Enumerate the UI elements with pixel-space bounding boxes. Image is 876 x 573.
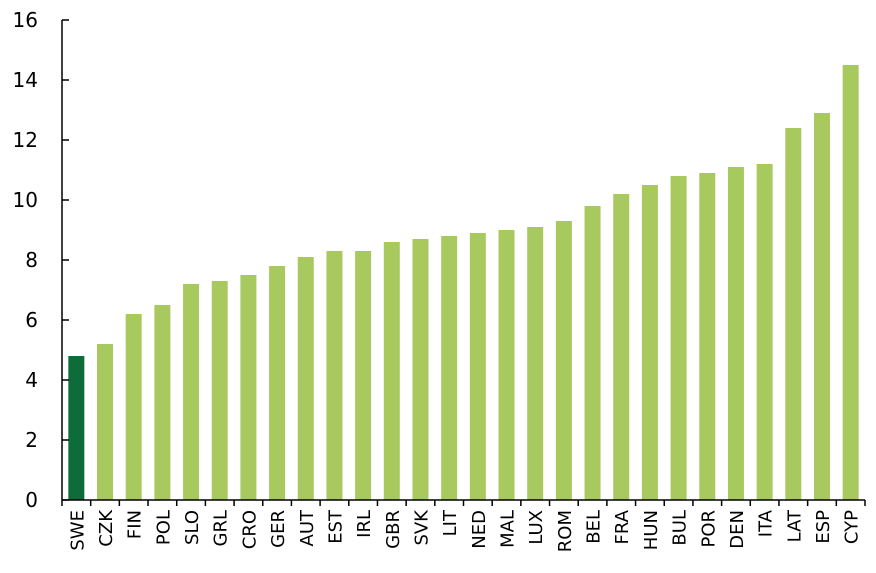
bar-irl (355, 251, 372, 500)
x-tick-label-fra: FRA (612, 509, 633, 544)
x-tick-label-grl: GRL (211, 510, 232, 546)
x-tick-label-slo: SLO (182, 510, 203, 545)
x-tick-label-ger: GER (268, 510, 289, 548)
x-tick-label-cyp: CYP (842, 510, 863, 544)
bar-pol (154, 305, 171, 500)
y-tick-label-2: 2 (25, 428, 38, 452)
y-tick-label-14: 14 (13, 68, 38, 92)
bar-lat (785, 128, 802, 500)
bar-fin (125, 314, 142, 500)
bar-swe (68, 356, 85, 500)
bar-slo (183, 284, 200, 500)
x-tick-label-mal: MAL (498, 510, 519, 548)
x-tick-label-ned: NED (469, 510, 490, 549)
x-tick-label-fin: FIN (125, 510, 146, 539)
x-tick-label-lit: LIT (440, 509, 461, 536)
bar-gbr (383, 242, 400, 500)
x-tick-label-bul: BUL (670, 510, 691, 546)
x-tick-label-lux: LUX (526, 510, 547, 545)
x-tick-label-ita: ITA (756, 509, 777, 537)
x-tick-label-aut: AUT (297, 509, 318, 546)
y-tick-label-12: 12 (13, 128, 38, 152)
y-tick-label-4: 4 (25, 368, 38, 392)
bar-lux (527, 227, 544, 500)
x-tick-label-swe: SWE (67, 510, 88, 551)
x-tick-label-svk: SVK (411, 509, 432, 546)
x-tick-label-den: DEN (727, 510, 748, 549)
bar-ned (469, 233, 486, 500)
x-tick-label-hun: HUN (641, 510, 662, 550)
bar-den (727, 167, 744, 500)
bars-group (68, 65, 859, 500)
y-axis: 0 2 4 6 8 10 12 14 16 (13, 8, 69, 512)
bar-czk (97, 344, 114, 500)
bar-aut (297, 257, 314, 500)
x-tick-label-cro: CRO (239, 510, 260, 549)
y-tick-label-6: 6 (25, 308, 38, 332)
x-tick-label-gbr: GBR (383, 510, 404, 549)
bar-lit (441, 236, 458, 500)
x-tick-label-pol: POL (153, 510, 174, 545)
y-tick-label-0: 0 (25, 488, 38, 512)
x-tick-label-est: EST (325, 509, 346, 544)
bar-fra (613, 194, 630, 500)
x-tick-label-irl: IRL (354, 510, 375, 538)
bar-bel (584, 206, 601, 500)
bar-ita (756, 164, 773, 500)
bar-est (326, 251, 343, 500)
bar-ger (269, 266, 286, 500)
x-axis: SWE CZK FIN POL SLO GRL CRO GER AUT EST IRL GBR SVK L… (61, 499, 866, 552)
bar-svk (412, 239, 429, 500)
bar-esp (813, 113, 830, 500)
bar-cyp (842, 65, 859, 500)
bar-hun (641, 185, 658, 500)
x-tick-label-esp: ESP (813, 510, 834, 544)
y-tick-label-8: 8 (25, 248, 38, 272)
bar-rom (555, 221, 572, 500)
bar-mal (498, 230, 515, 500)
x-tick-label-lat: LAT (784, 509, 805, 542)
x-tick-label-czk: CZK (96, 509, 117, 547)
y-tick-label-16: 16 (13, 8, 38, 32)
y-tick-label-10: 10 (13, 188, 38, 212)
bar-por (699, 173, 716, 500)
bar-grl (211, 281, 228, 500)
x-tick-label-por: POR (698, 510, 719, 548)
x-tick-label-rom: ROM (555, 510, 576, 552)
x-tick-label-bel: BEL (584, 510, 605, 544)
bar-cro (240, 275, 257, 500)
bar-bul (670, 176, 687, 500)
